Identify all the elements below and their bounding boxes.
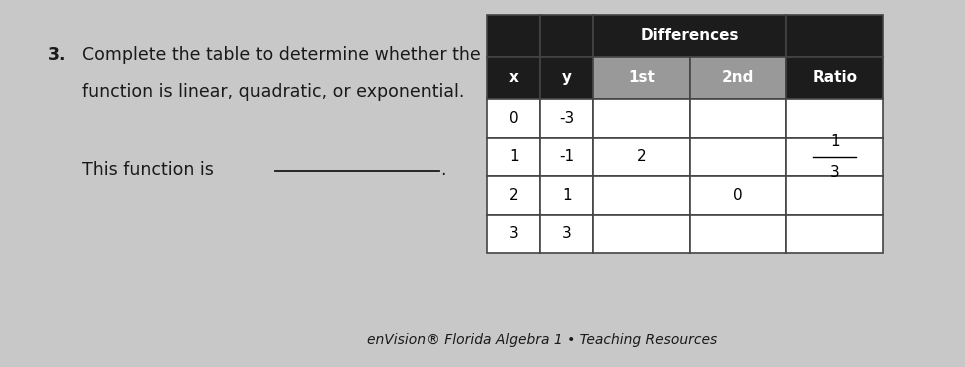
Bar <box>593 57 690 99</box>
Bar <box>540 15 593 57</box>
Text: 2: 2 <box>637 149 647 164</box>
Bar <box>786 138 883 176</box>
Text: 1: 1 <box>830 134 840 149</box>
Bar <box>540 57 593 99</box>
Text: Complete the table to determine whether the: Complete the table to determine whether … <box>82 46 481 64</box>
Bar <box>487 57 540 99</box>
Bar <box>690 176 786 215</box>
Bar <box>593 176 690 215</box>
Bar <box>540 176 593 215</box>
Text: 0: 0 <box>510 111 518 126</box>
Bar <box>786 215 883 253</box>
Bar <box>786 176 883 215</box>
Text: 2nd: 2nd <box>722 70 755 86</box>
Bar <box>540 138 593 176</box>
Text: 1: 1 <box>563 188 571 203</box>
Text: 0: 0 <box>733 188 743 203</box>
Bar <box>690 215 786 253</box>
Text: function is linear, quadratic, or exponential.: function is linear, quadratic, or expone… <box>82 83 464 101</box>
Text: 3: 3 <box>562 226 572 241</box>
Text: -1: -1 <box>560 149 574 164</box>
Bar <box>593 99 690 138</box>
Text: 3.: 3. <box>48 46 67 64</box>
Text: 2: 2 <box>510 188 518 203</box>
Bar <box>487 215 540 253</box>
Bar <box>593 215 690 253</box>
Text: 3: 3 <box>830 165 840 180</box>
Bar <box>487 99 540 138</box>
Text: 1: 1 <box>510 149 518 164</box>
Text: This function is: This function is <box>82 161 219 179</box>
Text: y: y <box>562 70 572 86</box>
Text: Ratio: Ratio <box>813 70 857 86</box>
Bar <box>786 57 883 99</box>
Bar <box>593 138 690 176</box>
Text: 3: 3 <box>509 226 519 241</box>
Text: enVision® Florida Algebra 1 • Teaching Resources: enVision® Florida Algebra 1 • Teaching R… <box>367 333 717 347</box>
Bar <box>690 57 786 99</box>
Text: Differences: Differences <box>641 28 739 43</box>
Bar <box>786 99 883 138</box>
Bar <box>786 15 883 57</box>
Text: x: x <box>509 70 519 86</box>
Bar <box>487 176 540 215</box>
Text: -3: -3 <box>560 111 574 126</box>
Text: 1st: 1st <box>628 70 655 86</box>
Bar <box>540 215 593 253</box>
Bar <box>540 99 593 138</box>
Bar <box>593 15 786 57</box>
Bar <box>487 138 540 176</box>
Bar <box>690 99 786 138</box>
Bar <box>487 15 540 57</box>
Text: .: . <box>440 161 446 179</box>
Bar <box>690 138 786 176</box>
